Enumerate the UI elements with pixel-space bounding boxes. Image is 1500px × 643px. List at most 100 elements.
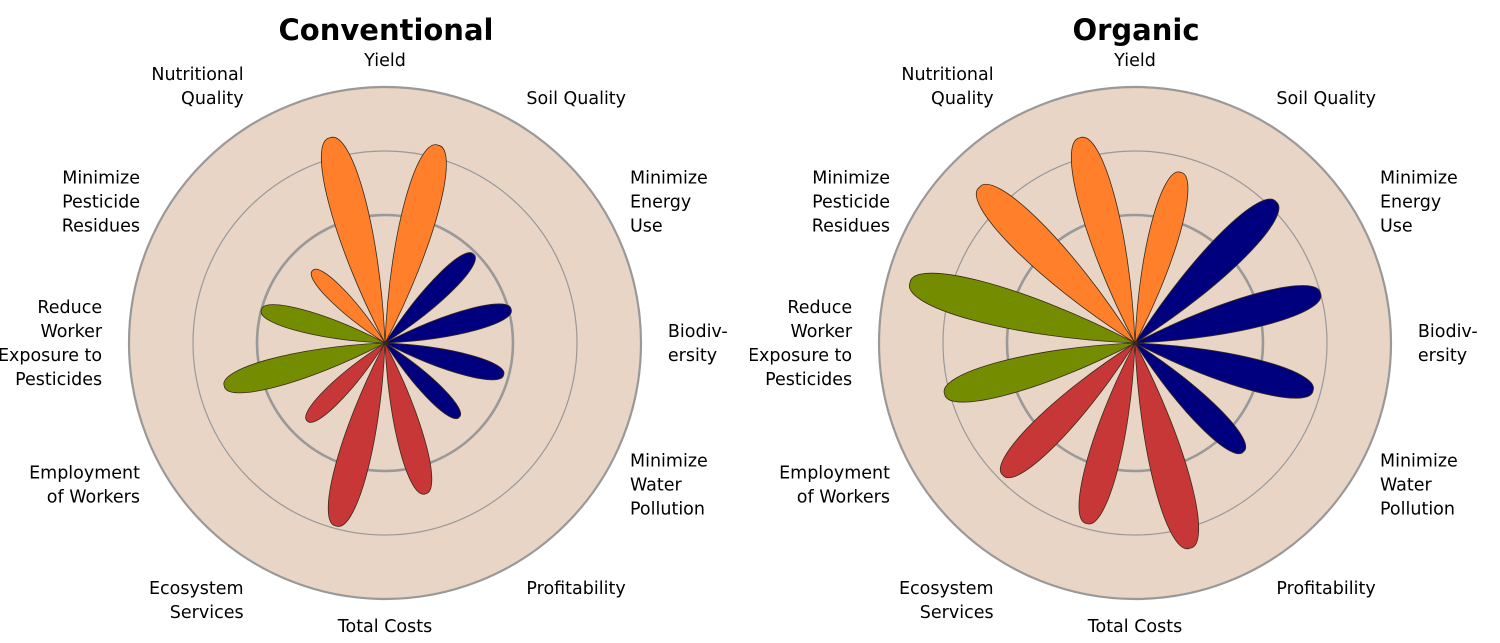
category-label-line: Worker xyxy=(790,322,852,342)
category-label-line: of Workers xyxy=(47,487,140,507)
category-label-line: Energy xyxy=(630,193,691,213)
petal-total-costs xyxy=(1078,342,1136,525)
category-label-line: Pollution xyxy=(630,499,705,519)
category-label-line: Pesticides xyxy=(15,370,102,390)
category-label: Reduce Worker Exposure to Pesticides xyxy=(0,298,103,390)
category-label-line: Profitability xyxy=(1276,579,1375,599)
category-label: Profitability xyxy=(1276,579,1375,599)
category-label: Minimize Energy Use xyxy=(1380,169,1458,237)
category-label-line: Minimize xyxy=(630,169,708,189)
petal-biodiversity xyxy=(1134,342,1314,399)
panel-organic: Organic Yield Soil Quality Minimize Energy U… xyxy=(750,0,1500,643)
category-label: Profitability xyxy=(526,579,625,599)
category-label-line: Nutritional xyxy=(151,65,243,85)
petal-ecosystem-services xyxy=(1000,342,1136,478)
category-label: Employment of Workers xyxy=(29,463,140,507)
category-label: Minimize Pesticide Residues xyxy=(812,169,890,237)
category-label-line: Services xyxy=(170,603,244,623)
category-label-line: Nutritional xyxy=(901,65,993,85)
category-label-line: Total Costs xyxy=(1087,617,1182,637)
category-label: Total Costs xyxy=(337,617,432,637)
petal-ecosystem-services xyxy=(305,342,386,423)
petal-nutritional-quality xyxy=(1070,136,1136,344)
category-label-line: Minimize xyxy=(812,169,890,189)
petal-employment-of-workers xyxy=(223,342,386,394)
category-label-line: Quality xyxy=(931,89,994,109)
category-label-line: Ecosystem xyxy=(899,579,994,599)
category-label-line: Biodiv- xyxy=(1418,322,1478,342)
category-label-line: Soil Quality xyxy=(526,89,626,109)
category-label-line: Residues xyxy=(62,217,140,237)
category-label: Minimize Water Pollution xyxy=(630,451,708,519)
category-label-line: Minimize xyxy=(62,169,140,189)
category-label-line: Pesticides xyxy=(765,370,852,390)
category-label-line: of Workers xyxy=(797,487,890,507)
category-label-line: Energy xyxy=(1380,193,1441,213)
category-label: Employment of Workers xyxy=(779,463,890,507)
category-label-line: Employment xyxy=(29,463,140,483)
category-label-line: Profitability xyxy=(526,579,625,599)
petal-minimize-pesticide-residues xyxy=(310,268,386,344)
category-label-line: Residues xyxy=(812,217,890,237)
petal-nutritional-quality xyxy=(320,136,386,344)
petal-yield xyxy=(384,144,447,344)
category-label-line: Services xyxy=(920,603,994,623)
category-label-line: Minimize xyxy=(630,451,708,471)
grid-ring xyxy=(255,213,515,473)
category-label: Yield xyxy=(1113,51,1156,71)
category-label: Biodiv-ersity xyxy=(668,322,728,366)
category-label-line: Exposure to xyxy=(0,346,102,366)
chart-title: Organic xyxy=(1072,13,1199,47)
petal-minimize-pesticide-residues xyxy=(975,183,1136,344)
category-label-line: Minimize xyxy=(1380,451,1458,471)
category-label-line: Total Costs xyxy=(337,617,432,637)
petal-employment-of-workers xyxy=(943,342,1136,403)
category-label-line: Pesticide xyxy=(62,193,140,213)
category-label: Soil Quality xyxy=(1276,89,1376,109)
petal-yield xyxy=(1134,171,1189,344)
category-label-line: Biodiv- xyxy=(668,322,728,342)
petal-profitability xyxy=(1134,342,1200,550)
category-label-line: ersity xyxy=(1418,346,1467,366)
organic-flower-chart: Organic Yield Soil Quality Minimize Energy U… xyxy=(750,13,1478,637)
category-label: Minimize Energy Use xyxy=(630,169,708,237)
category-label-line: Reduce xyxy=(37,298,102,318)
petal-profitability xyxy=(384,342,433,495)
category-label: Soil Quality xyxy=(526,89,626,109)
category-label-line: Water xyxy=(1380,475,1433,495)
category-label-line: Minimize xyxy=(1380,169,1458,189)
category-label: Minimize Pesticide Residues xyxy=(62,169,140,237)
conventional-flower-chart: Conventional Yield Soil Quality Minimize En… xyxy=(0,13,728,637)
grid-ring xyxy=(942,150,1328,536)
category-label-line: Water xyxy=(630,475,683,495)
petal-minimize-energy-use xyxy=(384,303,512,344)
category-label-line: Worker xyxy=(40,322,102,342)
panel-conventional: Conventional Yield Soil Quality Minimize En… xyxy=(0,13,728,637)
category-label-line: Pesticide xyxy=(812,193,890,213)
category-label-line: Exposure to xyxy=(750,346,852,366)
petal-reduce-worker-exposure-to-pesticides xyxy=(909,272,1136,344)
category-label: Reduce Worker Exposure to Pesticides xyxy=(750,298,853,390)
category-label: Ecosystem Services xyxy=(149,579,244,623)
petal-minimize-energy-use xyxy=(1134,285,1322,344)
category-label-line: Reduce xyxy=(787,298,852,318)
category-label: Nutritional Quality xyxy=(151,65,243,109)
petal-minimize-water-pollution xyxy=(384,342,462,420)
category-label: Nutritional Quality xyxy=(901,65,993,109)
petal-soil-quality xyxy=(384,252,476,344)
petal-reduce-worker-exposure-to-pesticides xyxy=(260,304,386,344)
category-label: Ecosystem Services xyxy=(899,579,994,623)
petal-minimize-water-pollution xyxy=(1134,342,1246,454)
category-label: Total Costs xyxy=(1087,617,1182,637)
category-label-line: Quality xyxy=(181,89,244,109)
grid-ring xyxy=(1005,213,1265,473)
category-label-line: Use xyxy=(630,217,663,237)
category-label-line: ersity xyxy=(668,346,717,366)
chart-title: Conventional xyxy=(279,13,494,47)
category-label-line: Soil Quality xyxy=(1276,89,1376,109)
category-label: Yield xyxy=(363,51,406,71)
category-label-line: Yield xyxy=(363,51,406,71)
category-label-line: Use xyxy=(1380,217,1413,237)
category-label-line: Yield xyxy=(1113,51,1156,71)
category-label-line: Ecosystem xyxy=(149,579,244,599)
